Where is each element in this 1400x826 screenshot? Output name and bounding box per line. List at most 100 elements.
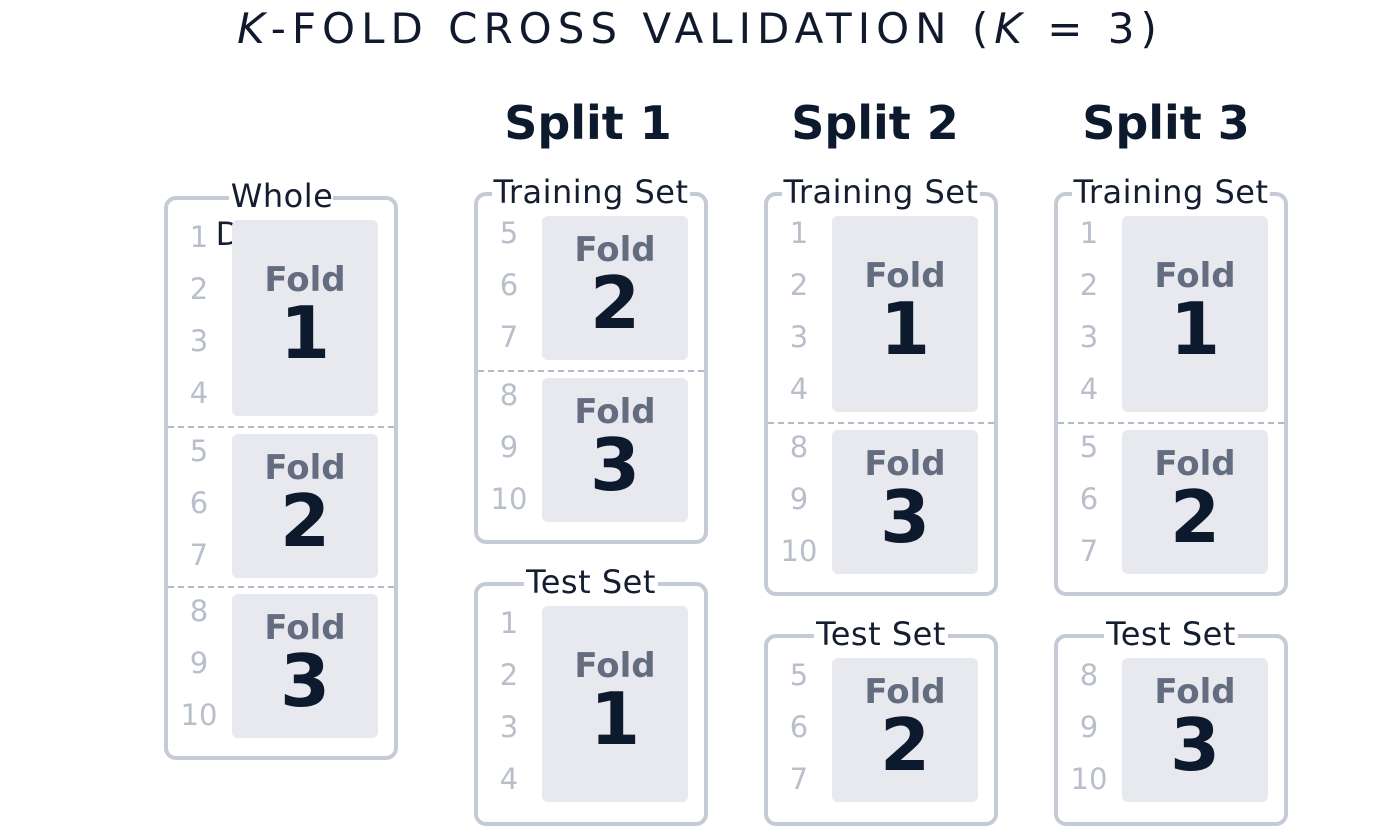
whole-dataset-box-fold-number: 1 xyxy=(279,291,331,375)
split-3-training-box-row-number: 6 xyxy=(1079,482,1099,516)
title-main: -FOLD CROSS VALIDATION ( xyxy=(270,4,995,53)
split-3-test-box-label-wrap: Test Set xyxy=(1058,615,1284,653)
whole-dataset-box-row-number: 9 xyxy=(189,646,209,680)
split-1-training-box-fold-block: Fold 3 xyxy=(542,378,688,522)
split-1-training-box-fold-text: Fold 3 xyxy=(542,395,688,501)
split-3-training-box-row-number: 5 xyxy=(1079,430,1099,464)
whole-dataset-box-fold-block: Fold 3 xyxy=(232,594,378,738)
split-1-test-box-fold-segment: 1 2 3 4 Fold 1 xyxy=(478,600,704,808)
split-3-test-box-fold-text: Fold 3 xyxy=(1122,675,1268,781)
whole-dataset-box-row-number: 2 xyxy=(189,272,209,306)
split-2-training-box-fold-number: 3 xyxy=(879,475,931,559)
split-1-training-box-row-number: 9 xyxy=(499,430,519,464)
split-1-test-box-row-number: 3 xyxy=(499,710,519,744)
split-1-training-box-fold-block: Fold 2 xyxy=(542,216,688,360)
split-3-test-box-row-number: 10 xyxy=(1070,762,1108,796)
split-2-training-box-fold-segment: 1 2 3 4 Fold 1 xyxy=(768,210,994,418)
whole-dataset-box-row-number: 1 xyxy=(189,220,209,254)
split-2-test-box-fold-word: Fold xyxy=(864,672,946,712)
split-2-test-box: Test Set 5 6 7 Fold 2 xyxy=(764,615,998,826)
split-2-training-box-row-number: 9 xyxy=(789,482,809,516)
split-1-training-box: Training Set 5 6 7 Fold 2 8 9 10 Fold 3 xyxy=(474,173,708,544)
split-1-training-box-fold-word: Fold xyxy=(574,230,656,270)
split-1-test-box-row-number: 2 xyxy=(499,658,519,692)
split-3-training-box: Training Set 1 2 3 4 Fold 1 5 6 7 Fold 2 xyxy=(1054,173,1288,596)
whole-dataset-box-row-number: 5 xyxy=(189,434,209,468)
split-3-training-box-fold-text: Fold 2 xyxy=(1122,447,1268,553)
split-2-training-box-label: Training Set xyxy=(781,173,981,211)
whole-dataset-box-fold-word: Fold xyxy=(264,260,346,300)
split-3-training-box-row-number: 4 xyxy=(1079,372,1099,406)
split-3-training-box-label: Training Set xyxy=(1071,173,1271,211)
whole-dataset-box-fold-block: Fold 2 xyxy=(232,434,378,578)
whole-dataset-box-fold-word: Fold xyxy=(264,448,346,488)
whole-dataset-box-row-number: 6 xyxy=(189,486,209,520)
split-1-test-box: Test Set 1 2 3 4 Fold 1 xyxy=(474,563,708,826)
split-3-training-box-fold-block: Fold 2 xyxy=(1122,430,1268,574)
split-2-test-box-fold-number: 2 xyxy=(879,703,931,787)
split-1-test-box-fold-block: Fold 1 xyxy=(542,606,688,802)
title-k: K xyxy=(237,4,271,53)
split-2-training-box-row-number: 3 xyxy=(789,320,809,354)
split-2-training-box-fold-word: Fold xyxy=(864,256,946,296)
split-1-test-box-fold-text: Fold 1 xyxy=(542,649,688,755)
split-2-training-box-fold-segment: 8 9 10 Fold 3 xyxy=(768,422,994,580)
whole-dataset-box-fold-segment: 8 9 10 Fold 3 xyxy=(168,586,394,744)
split-2-title: Split 2 xyxy=(791,96,959,150)
split-2-test-box-row-number: 5 xyxy=(789,658,809,692)
split-3-training-box-row-number: 1 xyxy=(1079,216,1099,250)
split-3-training-box-row-number: 2 xyxy=(1079,268,1099,302)
split-1-training-box-fold-word: Fold xyxy=(574,392,656,432)
diagram-title: K-FOLD CROSS VALIDATION (K = 3) xyxy=(0,4,1400,53)
split-2-test-box-fold-text: Fold 2 xyxy=(832,675,978,781)
split-2-training-box-fold-text: Fold 3 xyxy=(832,447,978,553)
split-2-training-box-row-number: 1 xyxy=(789,216,809,250)
split-1-training-box-fold-segment: 8 9 10 Fold 3 xyxy=(478,370,704,528)
whole-dataset-box-fold-word: Fold xyxy=(264,608,346,648)
split-1-training-box-label-wrap: Training Set xyxy=(478,173,704,211)
split-1-training-box-label: Training Set xyxy=(491,173,691,211)
split-1-training-box-row-number: 5 xyxy=(499,216,519,250)
split-1-test-box-row-number: 1 xyxy=(499,606,519,640)
whole-dataset-box-fold-segment: 1 2 3 4 Fold 1 xyxy=(168,214,394,422)
split-2-test-box-fold-segment: 5 6 7 Fold 2 xyxy=(768,652,994,808)
whole-dataset-box-row-number: 8 xyxy=(189,594,209,628)
whole-dataset-box-fold-number: 3 xyxy=(279,639,331,723)
split-1-title: Split 1 xyxy=(504,96,672,150)
split-1-test-box-label-wrap: Test Set xyxy=(478,563,704,601)
split-3-test-box-fold-number: 3 xyxy=(1169,703,1221,787)
title-tail: = 3) xyxy=(1027,4,1163,53)
split-2-training-box-label-wrap: Training Set xyxy=(768,173,994,211)
split-3-test-box: Test Set 8 9 10 Fold 3 xyxy=(1054,615,1288,826)
split-3-test-box-row-number: 9 xyxy=(1079,710,1099,744)
split-3-training-box-fold-text: Fold 1 xyxy=(1122,259,1268,365)
split-1-test-box-fold-word: Fold xyxy=(574,646,656,686)
split-3-test-box-fold-segment: 8 9 10 Fold 3 xyxy=(1058,652,1284,808)
split-2-training-box: Training Set 1 2 3 4 Fold 1 8 9 10 Fold 3 xyxy=(764,173,998,596)
split-2-training-box-row-number: 10 xyxy=(780,534,818,568)
split-2-training-box-fold-word: Fold xyxy=(864,444,946,484)
whole-dataset-box-fold-text: Fold 2 xyxy=(232,451,378,557)
title-k2: K xyxy=(994,4,1028,53)
split-2-test-box-row-number: 7 xyxy=(789,762,809,796)
whole-dataset-box-fold-text: Fold 3 xyxy=(232,611,378,717)
whole-dataset-box-fold-number: 2 xyxy=(279,479,331,563)
split-2-training-box-fold-text: Fold 1 xyxy=(832,259,978,365)
split-3-training-box-row-number: 7 xyxy=(1079,534,1099,568)
whole-dataset-box-row-number: 10 xyxy=(180,698,218,732)
split-1-training-box-row-number: 8 xyxy=(499,378,519,412)
split-1-test-box-label: Test Set xyxy=(524,563,658,601)
split-3-training-box-fold-word: Fold xyxy=(1154,256,1236,296)
split-3-test-box-fold-word: Fold xyxy=(1154,672,1236,712)
split-3-training-box-fold-block: Fold 1 xyxy=(1122,216,1268,412)
split-2-training-box-fold-block: Fold 1 xyxy=(832,216,978,412)
split-1-training-box-fold-segment: 5 6 7 Fold 2 xyxy=(478,210,704,366)
split-3-training-box-fold-number: 1 xyxy=(1169,287,1221,371)
split-1-training-box-fold-text: Fold 2 xyxy=(542,233,688,339)
split-2-test-box-label-wrap: Test Set xyxy=(768,615,994,653)
split-2-training-box-row-number: 8 xyxy=(789,430,809,464)
split-3-training-box-fold-segment: 5 6 7 Fold 2 xyxy=(1058,422,1284,580)
split-3-test-box-fold-block: Fold 3 xyxy=(1122,658,1268,802)
split-3-test-box-label: Test Set xyxy=(1104,615,1238,653)
split-1-test-box-row-number: 4 xyxy=(499,762,519,796)
